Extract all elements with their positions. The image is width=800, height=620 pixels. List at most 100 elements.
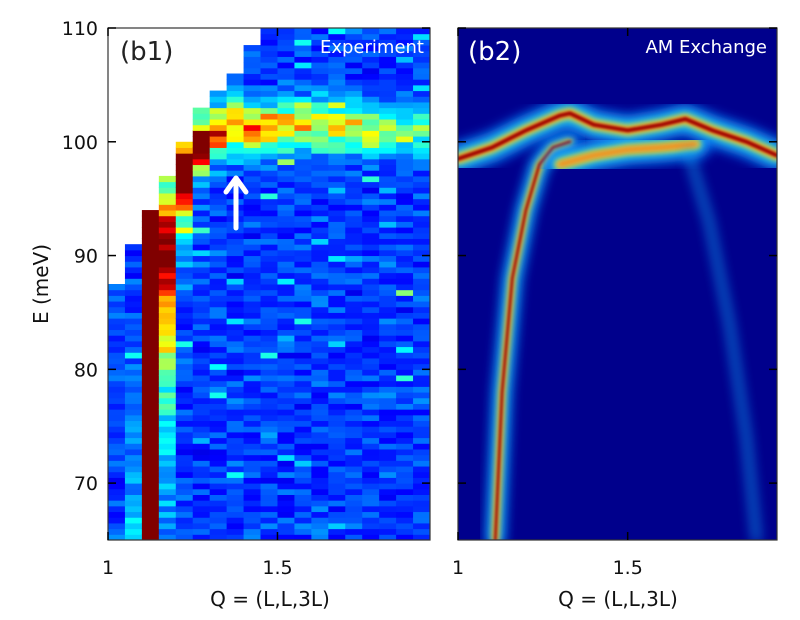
heatmap-cell [328,289,346,296]
heatmap-cell [192,392,211,399]
heatmap-cell [311,323,329,331]
heatmap-cell [379,346,397,353]
heatmap-cell [175,414,194,422]
heatmap-cell [413,266,430,274]
heatmap-cell [379,312,397,319]
heatmap-cell [158,192,177,200]
heatmap-cell [141,454,160,461]
heatmap-cell [311,221,329,228]
heatmap-cell [396,289,414,296]
heatmap-cell [328,318,346,325]
heatmap-cell [243,141,262,148]
heatmap-cell [175,340,194,348]
heatmap-cell [379,505,397,513]
heatmap-cell [260,249,278,257]
heatmap-cell [158,204,177,211]
heatmap-cell [277,437,295,444]
heatmap-cell [328,392,346,399]
heatmap-cell [294,517,312,524]
heatmap-cell [379,192,397,200]
heatmap-cell [345,28,363,35]
heatmap-cell [277,79,295,86]
heatmap-cell [192,198,211,205]
heatmap-cell [413,84,430,92]
heatmap-cell [158,409,177,416]
heatmap-cell [209,181,228,188]
heatmap-cell [328,426,346,433]
heatmap-cell [396,45,414,52]
heatmap-cell [379,96,397,103]
heatmap-cell [362,312,380,319]
heatmap-cell [158,528,177,535]
heatmap-cell [192,505,211,513]
heatmap-cell [345,124,363,131]
heatmap-cell [260,301,278,308]
heatmap-cell [379,56,397,63]
heatmap-cell [311,96,329,103]
heatmap-cell [158,346,177,353]
heatmap-cell [209,420,228,427]
heatmap-cell [192,170,211,177]
heatmap-cell [311,369,329,376]
heatmap-cell [158,511,177,518]
heatmap-cell [243,67,262,75]
heatmap-cell [413,56,430,63]
heatmap-cell [141,278,160,285]
heatmap-cell [260,56,278,63]
heatmap-cell [209,238,228,245]
heatmap-cell [141,255,160,262]
heatmap-cell [294,90,312,97]
heatmap-cell [175,517,194,524]
heatmap-cell [294,437,312,444]
heatmap-cell [311,448,329,456]
heatmap-cell [311,534,329,540]
heatmap-cell [260,136,278,143]
heatmap-cell [158,505,177,513]
heatmap-cell [243,56,262,63]
heatmap-cell [311,301,329,308]
heatmap-cell [226,130,245,137]
heatmap-cell [379,278,397,285]
heatmap-cell [345,210,363,217]
heatmap-cell [209,454,228,461]
heatmap-cell [311,284,329,291]
heatmap-cell [243,79,262,86]
heatmap-cell [243,323,262,331]
heatmap-cell [277,323,295,331]
heatmap-cell [345,158,363,166]
heatmap-cell [209,477,228,484]
heatmap-cell [260,153,278,160]
heatmap-cell [345,261,363,268]
heatmap-cell [413,284,430,291]
heatmap-cell [328,187,346,194]
heatmap-cell [311,238,329,245]
heatmap-cell [277,466,295,473]
heatmap-cell [311,50,329,57]
heatmap-cell [175,386,194,393]
heatmap-cell [260,454,278,461]
heatmap-cell [243,192,262,200]
heatmap-cell [345,414,363,422]
heatmap-cell [243,295,262,302]
heatmap-cell [396,266,414,274]
heatmap-cell [260,460,278,467]
heatmap-cell [108,312,126,319]
heatmap-cell [413,39,430,46]
heatmap-cell [328,175,346,183]
heatmap-cell [362,414,380,422]
heatmap-cell [175,443,194,450]
heatmap-cell [243,119,262,126]
heatmap-cell [192,522,211,530]
heatmap-cell [362,511,380,518]
heatmap-cell [260,204,278,211]
heatmap-cell [226,443,245,450]
heatmap-cell [277,90,295,97]
heatmap-cell [311,517,329,524]
heatmap-cell [328,517,346,524]
heatmap-cell [124,443,143,450]
heatmap-cell [260,414,278,422]
heatmap-cell [362,375,380,382]
heatmap-cell [413,210,430,217]
heatmap-cell [379,67,397,75]
heatmap-cell [108,375,126,382]
